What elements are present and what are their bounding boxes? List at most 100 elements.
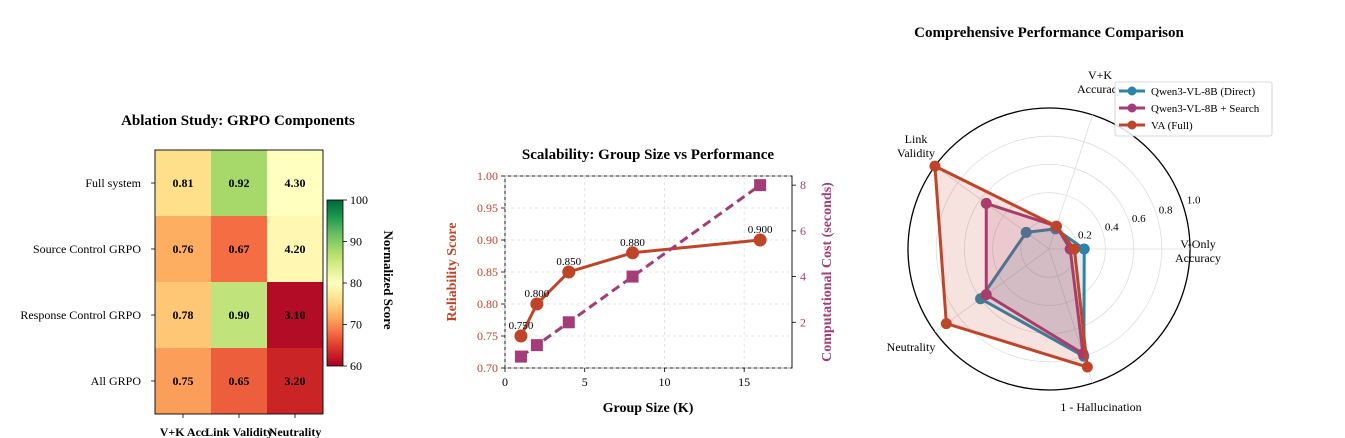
y2-tick-label: 8 <box>800 178 806 192</box>
legend-label: VA (Full) <box>1151 120 1193 132</box>
y-tick-label: 0.80 <box>477 297 498 311</box>
heatmap-cell-value: 0.75 <box>173 374 194 388</box>
heatmap-colorbar: 60 70 80 90 100 <box>326 193 368 373</box>
radar-point <box>1081 361 1093 373</box>
radar-grid: 0.2 0.4 0.6 0.8 1.0 <box>907 107 1201 391</box>
radar-spoke <box>934 248 1050 333</box>
y2-axis-label: Computational Cost (seconds) <box>820 182 835 362</box>
radar-series <box>929 160 1093 373</box>
heatmap-row-label: Full system <box>85 176 141 190</box>
line-axes: 0 5 10 15 0.70 0.75 0.80 0.85 0.90 0.95 1.00 2 4 6 8 <box>477 169 806 389</box>
heatmap-cells: 0.81 0.92 4.30 0.76 0.67 4.20 0.78 0.90 3.10 0.75… <box>154 149 324 415</box>
legend-marker <box>1127 86 1137 96</box>
data-point <box>626 270 639 283</box>
radar-r-tick-label: 1.0 <box>1187 194 1201 206</box>
colorbar-tick-label: 60 <box>350 359 362 373</box>
data-point <box>514 350 527 363</box>
heatmap-cell <box>211 216 267 282</box>
heatmap-cell <box>211 348 267 414</box>
line-series: 0.750 0.800 0.850 0.880 0.900 <box>509 179 773 363</box>
radar-axis-label: V-Only Accuracy <box>1175 237 1221 265</box>
y-tick-label: 0.70 <box>477 361 498 375</box>
heatmap-cell-value: 0.67 <box>229 242 250 256</box>
line-grid <box>504 175 792 369</box>
y-tick-label: 1.00 <box>477 169 498 183</box>
radar-axis-label: 1 - Hallucination <box>1060 400 1141 414</box>
legend-box <box>1114 81 1273 137</box>
radar-axis-label-line: V+K <box>1088 68 1112 82</box>
heatmap-cell <box>267 282 323 348</box>
heatmap-row-label: Response Control GRPO <box>20 308 141 322</box>
heatmap-cell-value: 0.65 <box>229 374 250 388</box>
legend-label: Qwen3-VL-8B + Search <box>1151 103 1260 115</box>
colorbar-label: Normalized Score <box>381 230 396 329</box>
heatmap-title: Ablation Study: GRPO Components <box>121 113 355 129</box>
data-point <box>562 316 575 329</box>
heatmap-column-label: Link Validity <box>205 425 273 438</box>
data-label: 0.880 <box>620 237 645 249</box>
line-chart-title: Scalability: Group Size vs Performance <box>522 147 775 163</box>
radar-axis-label-line: V-Only <box>1180 237 1216 251</box>
heatmap-column-label: V+K Acc <box>160 425 207 438</box>
x-tick-label: 5 <box>582 375 588 389</box>
radar-series-polygon <box>933 164 1089 369</box>
heatmap-cell-value: 3.10 <box>285 308 306 322</box>
series-line <box>520 183 761 358</box>
x-tick-label: 10 <box>658 375 670 389</box>
radar-axis-label: Neutrality <box>887 340 936 354</box>
heatmap-cell-value: 3.20 <box>285 374 306 388</box>
colorbar-gradient <box>326 199 344 367</box>
data-label: 0.800 <box>525 288 550 300</box>
heatmap-cell-value: 0.92 <box>229 176 250 190</box>
radar-point <box>1050 220 1062 232</box>
data-point <box>562 265 576 279</box>
y-tick-label: 0.90 <box>477 233 498 247</box>
radar-axis-label-line: 1 - Hallucination <box>1060 400 1141 414</box>
data-point <box>514 329 528 343</box>
radar-axis-label-line: Accuracy <box>1175 251 1221 265</box>
legend-label: Qwen3-VL-8B (Direct) <box>1151 86 1255 98</box>
heatmap-row-label: All GRPO <box>91 374 142 388</box>
y2-tick-label: 6 <box>800 224 806 238</box>
x-axis-label: Group Size (K) <box>603 401 694 416</box>
data-point <box>626 246 640 260</box>
data-point <box>754 179 767 192</box>
colorbar-tick-label: 80 <box>350 276 362 290</box>
radar-r-tick-label: 0.8 <box>1159 205 1173 217</box>
data-point <box>753 233 767 247</box>
radar-axis-label-line: Link <box>905 132 928 146</box>
radar-axis-label-line: Neutrality <box>887 340 936 354</box>
radar-point <box>980 289 992 301</box>
radar-point <box>980 197 992 209</box>
heatmap-cell-value: 4.20 <box>285 242 306 256</box>
heatmap-cell-value: 0.81 <box>173 176 194 190</box>
y2-tick-label: 2 <box>800 315 806 329</box>
heatmap-cell-value: 0.90 <box>229 308 250 322</box>
data-point <box>530 297 544 311</box>
radar-point <box>940 318 952 330</box>
heatmap-cell <box>155 282 211 348</box>
heatmap-column-label: Neutrality <box>269 425 322 438</box>
x-tick-label: 15 <box>738 375 750 389</box>
radar-panel: Comprehensive Performance Comparison 0.2… <box>887 25 1273 414</box>
data-label: 0.750 <box>509 320 534 332</box>
radar-title: Comprehensive Performance Comparison <box>914 25 1184 41</box>
heatmap-cell <box>267 216 323 282</box>
legend-marker <box>1127 120 1137 130</box>
heatmap-cell <box>211 282 267 348</box>
colorbar-tick-label: 100 <box>350 193 368 207</box>
heatmap-row-label: Source Control GRPO <box>33 242 141 256</box>
radar-axis-label: Link Validity <box>897 132 935 160</box>
heatmap-cell <box>267 348 323 414</box>
colorbar-tick-label: 90 <box>350 235 362 249</box>
radar-point <box>1020 226 1032 238</box>
radar-axis-label: V+K Accuracy <box>1077 68 1123 96</box>
legend-marker <box>1127 103 1137 113</box>
radar-r-tick-label: 0.4 <box>1105 221 1119 233</box>
line-chart-panel: Scalability: Group Size vs Performance 0… <box>445 147 835 416</box>
radar-axis-label-line: Accuracy <box>1077 82 1123 96</box>
heatmap-cell <box>155 348 211 414</box>
